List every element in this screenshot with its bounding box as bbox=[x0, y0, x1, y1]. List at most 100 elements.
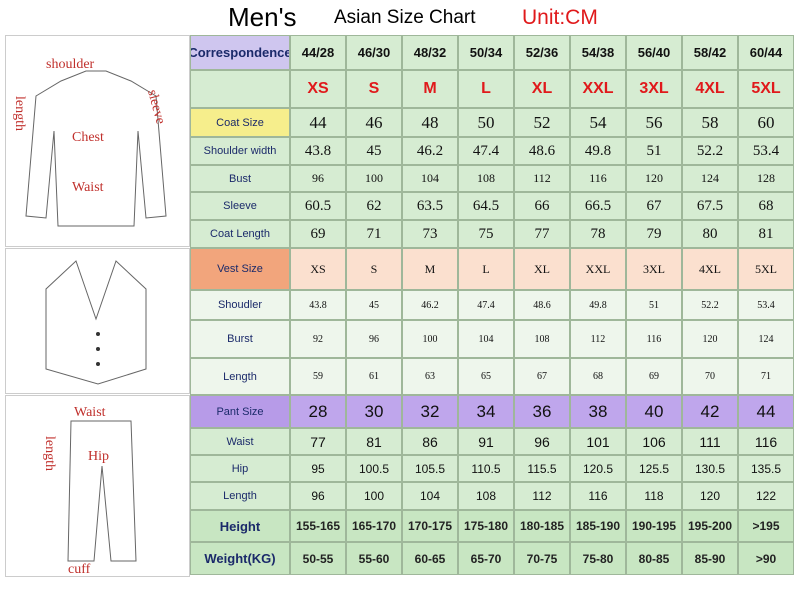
size-cell: 5XL bbox=[738, 70, 794, 108]
row-label: Height bbox=[190, 510, 290, 542]
size-cell: 70 bbox=[682, 358, 738, 395]
size-cell: 60-65 bbox=[402, 542, 458, 575]
size-cell: M bbox=[402, 70, 458, 108]
size-cell: 44 bbox=[738, 395, 794, 428]
size-cell: 110.5 bbox=[458, 455, 514, 482]
size-cell: 80-85 bbox=[626, 542, 682, 575]
size-cell: 79 bbox=[626, 220, 682, 248]
size-cell: 106 bbox=[626, 428, 682, 455]
size-cell: 71 bbox=[346, 220, 402, 248]
size-cell: XL bbox=[514, 248, 570, 290]
vest-diagram bbox=[5, 248, 190, 394]
size-cell: 124 bbox=[682, 165, 738, 192]
size-cell: 115.5 bbox=[514, 455, 570, 482]
label-hip: Hip bbox=[88, 449, 109, 464]
size-cell: 55-60 bbox=[346, 542, 402, 575]
size-cell: 70-75 bbox=[514, 542, 570, 575]
size-cell: 66.5 bbox=[570, 192, 626, 220]
row-label: Length bbox=[190, 358, 290, 395]
size-cell: 122 bbox=[738, 482, 794, 510]
size-cell: 68 bbox=[738, 192, 794, 220]
size-cell: 48 bbox=[402, 108, 458, 137]
label-length: length bbox=[12, 96, 27, 131]
size-cell: 54/38 bbox=[570, 35, 626, 70]
size-cell: 112 bbox=[514, 482, 570, 510]
size-cell: 69 bbox=[626, 358, 682, 395]
size-cell: 120 bbox=[682, 320, 738, 358]
size-cell: 85-90 bbox=[682, 542, 738, 575]
size-cell: 77 bbox=[290, 428, 346, 455]
size-cell: 100 bbox=[346, 165, 402, 192]
size-cell: 65 bbox=[458, 358, 514, 395]
row-label: Burst bbox=[190, 320, 290, 358]
size-cell: 66 bbox=[514, 192, 570, 220]
size-cell: 120 bbox=[682, 482, 738, 510]
size-cell: L bbox=[458, 248, 514, 290]
size-cell: 60.5 bbox=[290, 192, 346, 220]
row-label: Shoudler bbox=[190, 290, 290, 320]
size-cell: 77 bbox=[514, 220, 570, 248]
size-cell: 45 bbox=[346, 290, 402, 320]
label-chest: Chest bbox=[72, 130, 104, 145]
row-label: Waist bbox=[190, 428, 290, 455]
size-cell: 48/32 bbox=[402, 35, 458, 70]
size-cell: 67 bbox=[626, 192, 682, 220]
size-cell: 118 bbox=[626, 482, 682, 510]
size-cell: >90 bbox=[738, 542, 794, 575]
size-cell: 170-175 bbox=[402, 510, 458, 542]
size-cell: 36 bbox=[514, 395, 570, 428]
row-label: Bust bbox=[190, 165, 290, 192]
size-cell: S bbox=[346, 70, 402, 108]
title: Men's bbox=[228, 2, 297, 32]
size-cell: 73 bbox=[402, 220, 458, 248]
size-cell: 32 bbox=[402, 395, 458, 428]
size-cell: 96 bbox=[290, 165, 346, 192]
row-label: Weight(KG) bbox=[190, 542, 290, 575]
size-cell: 56 bbox=[626, 108, 682, 137]
size-cell: 100.5 bbox=[346, 455, 402, 482]
size-cell: 47.4 bbox=[458, 290, 514, 320]
size-cell: 46/30 bbox=[346, 35, 402, 70]
size-cell: 46 bbox=[346, 108, 402, 137]
size-cell: 50/34 bbox=[458, 35, 514, 70]
coat-diagram: shoulder length sleeve Chest Waist bbox=[5, 35, 190, 247]
size-cell: 48.6 bbox=[514, 290, 570, 320]
size-cell: M bbox=[402, 248, 458, 290]
size-cell: 3XL bbox=[626, 248, 682, 290]
label-cuff: cuff bbox=[68, 562, 91, 576]
size-cell: 108 bbox=[458, 482, 514, 510]
size-cell: 120 bbox=[626, 165, 682, 192]
size-cell: 49.8 bbox=[570, 137, 626, 165]
label-sleeve: sleeve bbox=[144, 88, 168, 126]
size-cell: 50-55 bbox=[290, 542, 346, 575]
size-cell: 63 bbox=[402, 358, 458, 395]
size-cell: 116 bbox=[570, 482, 626, 510]
size-cell: 124 bbox=[738, 320, 794, 358]
label-waist: Waist bbox=[74, 405, 106, 420]
size-cell: 175-180 bbox=[458, 510, 514, 542]
size-cell: 43.8 bbox=[290, 290, 346, 320]
size-cell: 46.2 bbox=[402, 290, 458, 320]
coat-svg: shoulder length sleeve Chest Waist bbox=[12, 57, 168, 227]
size-cell: 58 bbox=[682, 108, 738, 137]
size-cell: 81 bbox=[738, 220, 794, 248]
size-cell: 45 bbox=[346, 137, 402, 165]
row-label: Shoulder width bbox=[190, 137, 290, 165]
size-cell: 130.5 bbox=[682, 455, 738, 482]
size-cell: 190-195 bbox=[626, 510, 682, 542]
row-label bbox=[190, 70, 290, 108]
label-shoulder: shoulder bbox=[46, 57, 95, 72]
size-cell: 69 bbox=[290, 220, 346, 248]
size-cell: 135.5 bbox=[738, 455, 794, 482]
vest-svg bbox=[45, 260, 147, 385]
size-cell: 4XL bbox=[682, 248, 738, 290]
size-cell: 116 bbox=[626, 320, 682, 358]
size-cell: 48.6 bbox=[514, 137, 570, 165]
size-cell: 63.5 bbox=[402, 192, 458, 220]
size-cell: 3XL bbox=[626, 70, 682, 108]
row-label: Correspondence bbox=[190, 35, 290, 70]
size-cell: 4XL bbox=[682, 70, 738, 108]
row-label: Pant Size bbox=[190, 395, 290, 428]
size-cell: 80 bbox=[682, 220, 738, 248]
row-label: Hip bbox=[190, 455, 290, 482]
